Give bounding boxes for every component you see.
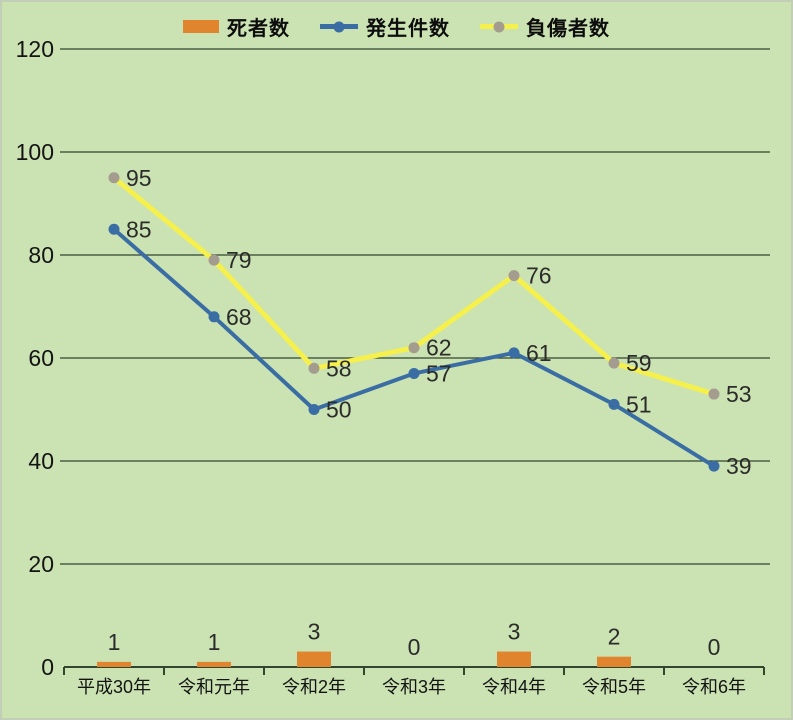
x-axis-labels: 平成30年 令和元年 令和2年 令和3年 令和4年 令和5年 令和6年 (77, 677, 746, 697)
point-cases-3 (408, 367, 420, 379)
bar-deaths-0 (97, 661, 131, 667)
point-injuries-6 (708, 388, 720, 400)
legend-swatch-deaths (183, 20, 219, 33)
point-cases-4 (508, 347, 520, 359)
legend-swatch-injuries (480, 21, 518, 32)
legend-item-deaths: 死者数 (183, 12, 290, 41)
point-label-cases-1: 68 (226, 304, 252, 330)
point-label-injuries-4: 76 (526, 263, 552, 289)
x-tick-label-4: 令和4年 (482, 677, 546, 697)
y-tick-label-80: 80 (28, 242, 54, 268)
point-label-cases-6: 39 (726, 453, 752, 479)
bar-deaths-5 (597, 656, 631, 667)
point-injuries-1 (208, 254, 220, 266)
point-cases-2 (308, 404, 320, 415)
y-tick-label-0: 0 (41, 654, 54, 680)
y-axis-labels: 0 20 40 60 80 100 120 (16, 36, 54, 680)
point-injuries-0 (108, 172, 120, 184)
x-tick-label-1: 令和元年 (178, 677, 250, 697)
point-cases-0 (108, 223, 120, 235)
point-cases-6 (708, 460, 720, 472)
legend-label-cases: 発生件数 (366, 18, 450, 40)
point-label-cases-5: 51 (626, 391, 652, 417)
x-tick-label-3: 令和3年 (382, 677, 446, 697)
legend-item-cases: 発生件数 (320, 12, 450, 41)
point-label-injuries-0: 95 (126, 165, 152, 191)
x-tick-label-0: 平成30年 (77, 677, 151, 697)
point-label-injuries-6: 53 (726, 381, 752, 407)
gridlines (60, 48, 770, 565)
point-cases-1 (208, 311, 220, 323)
point-label-injuries-5: 59 (626, 350, 652, 376)
x-tick-label-6: 令和6年 (682, 677, 746, 697)
point-injuries-2 (308, 362, 320, 374)
bar-deaths-1 (197, 661, 231, 667)
point-injuries-4 (508, 270, 520, 282)
y-tick-label-100: 100 (16, 139, 54, 165)
point-label-cases-4: 61 (526, 340, 552, 366)
point-label-injuries-3: 62 (426, 335, 452, 361)
y-tick-label-60: 60 (28, 345, 54, 371)
legend-label-deaths: 死者数 (227, 18, 290, 40)
bar-label-deaths-6: 0 (708, 634, 721, 660)
point-label-cases-0: 85 (126, 216, 152, 242)
legend-swatch-cases (320, 21, 358, 32)
line-path-injuries (111, 175, 717, 397)
point-label-injuries-2: 58 (326, 355, 352, 381)
bar-label-deaths-0: 1 (108, 629, 121, 655)
x-tick-label-5: 令和5年 (582, 677, 646, 697)
legend-label-injuries: 負傷者数 (526, 18, 610, 40)
legend-marker-dot-injuries (493, 21, 505, 32)
bar-label-deaths-3: 0 (408, 634, 421, 660)
bar-label-deaths-2: 3 (308, 619, 321, 645)
point-label-cases-2: 50 (326, 397, 352, 423)
point-cases-5 (608, 398, 620, 410)
y-tick-label-20: 20 (28, 551, 54, 577)
point-injuries-3 (408, 342, 420, 354)
x-axis (63, 666, 765, 675)
legend-marker-dot-cases (333, 21, 345, 32)
bar-label-deaths-4: 3 (508, 619, 521, 645)
line-series-injuries: 95 79 58 62 76 59 53 (108, 165, 752, 407)
point-label-injuries-1: 79 (226, 247, 252, 273)
bar-label-deaths-5: 2 (608, 624, 621, 650)
point-label-cases-3: 57 (426, 360, 452, 386)
bar-series-deaths: 1 1 3 0 3 2 0 (97, 619, 720, 667)
line-series-cases: 85 68 50 57 61 51 39 (108, 216, 752, 479)
x-tick-label-2: 令和2年 (282, 677, 346, 697)
point-injuries-5 (608, 357, 620, 369)
bar-label-deaths-1: 1 (208, 629, 221, 655)
bar-deaths-4 (497, 651, 531, 667)
y-tick-label-120: 120 (16, 36, 54, 62)
bar-deaths-2 (297, 651, 331, 667)
legend-item-injuries: 負傷者数 (480, 12, 610, 41)
chart-legend: 死者数 発生件数 負傷者数 (2, 12, 791, 41)
y-tick-label-40: 40 (28, 448, 54, 474)
